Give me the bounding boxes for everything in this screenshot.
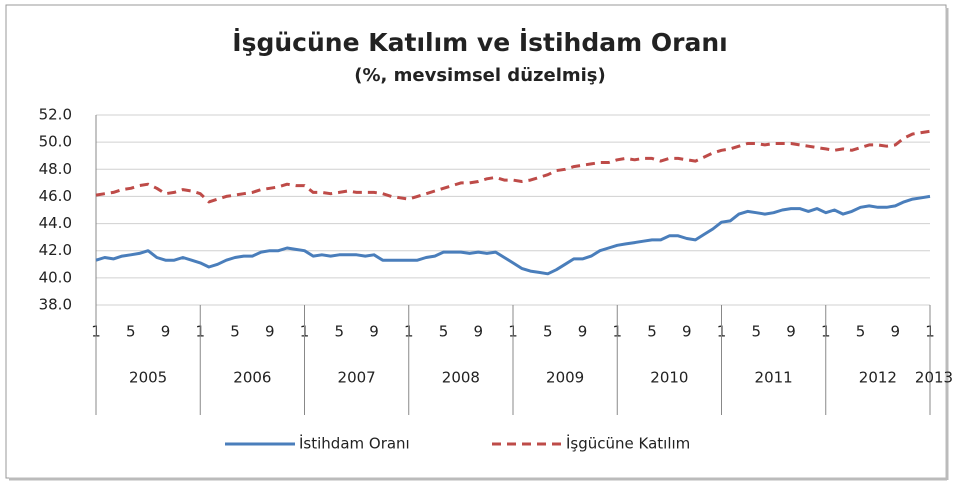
- x-tick-label: 5: [751, 323, 761, 341]
- legend-label: İşgücüne Katılım: [566, 434, 690, 453]
- y-tick-label: 40.0: [39, 268, 72, 286]
- y-tick-label: 48.0: [39, 160, 72, 178]
- y-tick-label: 38.0: [39, 296, 72, 314]
- series-line: [95, 129, 931, 204]
- year-label: 2005: [129, 369, 167, 387]
- year-label: 2010: [650, 369, 688, 387]
- x-tick-label: 5: [856, 323, 866, 341]
- x-tick-label: 5: [230, 323, 240, 341]
- year-label: 2006: [233, 369, 271, 387]
- x-tick-label: 9: [161, 323, 171, 341]
- legend-label: İstihdam Oranı: [299, 434, 410, 453]
- year-label: 2008: [442, 369, 480, 387]
- series-line: [95, 194, 931, 276]
- year-label: 2007: [338, 369, 376, 387]
- year-label: 2011: [755, 369, 793, 387]
- y-tick-label: 44.0: [39, 214, 72, 232]
- y-tick-label: 52.0: [39, 106, 72, 124]
- x-tick-label: 5: [647, 323, 657, 341]
- x-tick-label: 5: [543, 323, 553, 341]
- x-tick-label: 9: [369, 323, 379, 341]
- y-tick-label: 50.0: [39, 133, 72, 151]
- x-tick-label: 5: [334, 323, 344, 341]
- x-tick-label: 9: [578, 323, 588, 341]
- year-label: 2012: [859, 369, 897, 387]
- x-tick-label: 9: [682, 323, 692, 341]
- x-tick-label: 9: [473, 323, 483, 341]
- x-tick-label: 9: [786, 323, 796, 341]
- x-tick-label: 5: [126, 323, 136, 341]
- y-tick-label: 46.0: [39, 187, 72, 205]
- x-tick-label: 5: [439, 323, 449, 341]
- chart-subtitle: (%, mevsimsel düzelmiş): [354, 65, 605, 86]
- year-label: 2009: [546, 369, 584, 387]
- frame: [5, 4, 947, 479]
- year-label: 2013: [915, 369, 953, 387]
- x-tick-label: 9: [890, 323, 900, 341]
- y-tick-label: 42.0: [39, 241, 72, 259]
- chart-title: İşgücüne Katılım ve İstihdam Oranı: [232, 27, 727, 57]
- x-tick-label: 9: [265, 323, 275, 341]
